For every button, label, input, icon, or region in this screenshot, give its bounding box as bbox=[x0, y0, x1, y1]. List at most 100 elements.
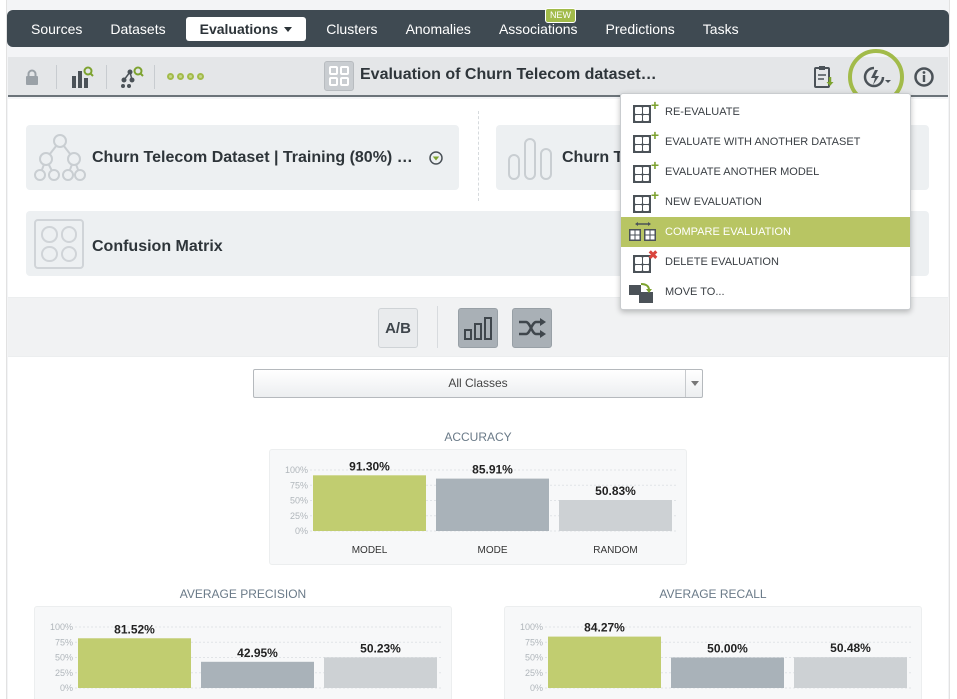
new-badge: NEW bbox=[544, 7, 576, 23]
menu-item-label: DELETE EVALUATION bbox=[665, 256, 779, 268]
dataset-card[interactable]: Churn Telecom Dataset | Training (80%) … bbox=[26, 125, 459, 190]
menu-item-evaluate-another-model[interactable]: + EVALUATE ANOTHER MODEL bbox=[621, 157, 910, 187]
data-label: 91.30% bbox=[349, 459, 390, 473]
actions-dropdown-menu: + RE-EVALUATE + EVALUATE WITH ANOTHER DA… bbox=[620, 93, 911, 310]
bar-mode bbox=[436, 478, 549, 531]
accuracy-chart-svg: 100% 75% 50% 25% 0% 91.30% MODEL 85.91% MODE 50.8… bbox=[285, 459, 678, 556]
data-label: 84.27% bbox=[584, 621, 625, 635]
menu-item-label: COMPARE EVALUATION bbox=[665, 226, 791, 238]
re-evaluate-icon: + bbox=[633, 98, 659, 123]
dataset-tree-icon bbox=[34, 134, 86, 181]
confusion-matrix-icon bbox=[34, 219, 84, 269]
dataset-card-title: Churn Telecom Dataset | Training (80%) … bbox=[92, 149, 413, 166]
nav-anomalies[interactable]: Anomalies bbox=[405, 20, 471, 37]
data-label: 85.91% bbox=[472, 463, 513, 477]
y-tick-label: 75% bbox=[55, 637, 73, 647]
shuffle-icon bbox=[519, 318, 546, 338]
menu-item-compare-evaluation[interactable]: COMPARE EVALUATION bbox=[621, 217, 910, 247]
bar-chart-search-icon[interactable] bbox=[70, 65, 94, 89]
y-tick-label: 25% bbox=[525, 668, 543, 678]
chevron-down-circle-icon[interactable] bbox=[429, 151, 443, 165]
precision-chart-svg: 100%75%50%25%0%81.52%MODEL42.95%MODE50.2… bbox=[50, 622, 443, 693]
menu-item-re-evaluate[interactable]: + RE-EVALUATE bbox=[621, 97, 910, 127]
menu-item-new-evaluation[interactable]: + NEW EVALUATION bbox=[621, 187, 910, 217]
toolbar-divider bbox=[106, 65, 107, 89]
precision-chart-title: AVERAGE PRECISION bbox=[179, 587, 307, 601]
accuracy-chart: 100% 75% 50% 25% 0% 91.30% MODEL 85.91% MODE 50.8… bbox=[269, 449, 687, 565]
ab-compare-button[interactable]: A/B bbox=[378, 308, 418, 348]
nav-datasets[interactable]: Datasets bbox=[110, 20, 166, 37]
y-tick-label: 0% bbox=[295, 526, 308, 536]
bar-mode bbox=[671, 657, 784, 688]
y-tick-label: 50% bbox=[290, 496, 308, 506]
recall-chart: 100%75%50%25%0%84.27%MODEL50.00%MODE50.4… bbox=[504, 606, 922, 699]
nav-sources[interactable]: Sources bbox=[31, 20, 83, 37]
new-evaluation-icon: + bbox=[633, 188, 659, 213]
y-tick-label: 100% bbox=[50, 622, 73, 632]
y-tick-label: 75% bbox=[290, 480, 308, 490]
menu-item-label: EVALUATE ANOTHER MODEL bbox=[665, 166, 820, 178]
nav-clusters[interactable]: Clusters bbox=[326, 20, 378, 37]
data-label: 50.00% bbox=[707, 642, 748, 656]
menu-item-label: MOVE TO... bbox=[665, 286, 725, 298]
accuracy-chart-title: ACCURACY bbox=[444, 430, 512, 444]
menu-item-delete-evaluation[interactable]: ✖ DELETE EVALUATION bbox=[621, 247, 910, 277]
menu-item-label: EVALUATE WITH ANOTHER DATASET bbox=[665, 136, 861, 148]
data-label: 50.83% bbox=[595, 484, 636, 498]
category-label: MODEL bbox=[352, 545, 388, 556]
delete-evaluation-icon: ✖ bbox=[633, 249, 658, 273]
lock-icon[interactable] bbox=[20, 65, 44, 89]
evaluate-model-icon: + bbox=[633, 158, 659, 183]
category-label: RANDOM bbox=[593, 545, 637, 556]
data-label: 50.48% bbox=[830, 641, 871, 655]
bar-model bbox=[78, 638, 191, 688]
nav-tasks[interactable]: Tasks bbox=[702, 20, 739, 37]
confusion-matrix-title: Confusion Matrix bbox=[92, 238, 223, 255]
bar-chart-view-button[interactable] bbox=[458, 308, 498, 348]
more-options-icon[interactable] bbox=[167, 73, 204, 80]
menu-item-evaluate-another-dataset[interactable]: + EVALUATE WITH ANOTHER DATASET bbox=[621, 127, 910, 157]
tree-search-icon[interactable] bbox=[120, 65, 144, 89]
top-nav: Sources Datasets Evaluations Clusters An… bbox=[7, 7, 949, 47]
y-tick-label: 50% bbox=[55, 653, 73, 663]
data-label: 42.95% bbox=[237, 646, 278, 660]
y-tick-label: 50% bbox=[525, 653, 543, 663]
precision-chart: 100%75%50%25%0%81.52%MODEL42.95%MODE50.2… bbox=[34, 606, 452, 699]
ab-label: A/B bbox=[385, 319, 411, 337]
bar-chart-icon bbox=[464, 317, 492, 340]
menu-item-move-to[interactable]: MOVE TO... bbox=[621, 277, 910, 307]
toolbar-divider bbox=[154, 65, 155, 89]
menu-item-label: NEW EVALUATION bbox=[665, 196, 762, 208]
nav-predictions[interactable]: Predictions bbox=[605, 20, 675, 37]
card-divider bbox=[478, 111, 479, 201]
nav-associations-label: Associations bbox=[498, 20, 578, 37]
nav-evaluations-label: Evaluations bbox=[199, 20, 279, 37]
y-tick-label: 100% bbox=[285, 465, 308, 475]
nav-associations[interactable]: Associations NEW bbox=[485, 7, 592, 41]
nav-evaluations[interactable]: Evaluations bbox=[185, 16, 307, 41]
y-tick-label: 75% bbox=[525, 637, 543, 647]
class-select[interactable]: All Classes bbox=[253, 369, 703, 398]
move-to-icon bbox=[629, 281, 655, 303]
menu-item-label: RE-EVALUATE bbox=[665, 106, 740, 118]
model-bars-icon bbox=[508, 138, 552, 180]
page-title: Evaluation of Churn Telecom dataset… bbox=[360, 66, 657, 83]
bar-mode bbox=[201, 661, 314, 688]
data-label: 81.52% bbox=[114, 622, 155, 636]
bar-random bbox=[324, 657, 437, 688]
clipboard-download-icon[interactable] bbox=[812, 65, 836, 89]
y-tick-label: 0% bbox=[530, 683, 543, 693]
evaluate-dataset-icon: + bbox=[633, 128, 659, 153]
chevron-down-icon bbox=[685, 370, 702, 397]
evaluation-icon bbox=[324, 61, 354, 91]
info-icon[interactable] bbox=[912, 65, 936, 89]
selector-divider bbox=[437, 306, 438, 348]
y-tick-label: 0% bbox=[60, 683, 73, 693]
y-tick-label: 25% bbox=[55, 668, 73, 678]
chevron-down-icon bbox=[284, 27, 293, 33]
recall-chart-title: AVERAGE RECALL bbox=[659, 587, 767, 601]
shuffle-view-button[interactable] bbox=[512, 308, 552, 348]
category-label: MODE bbox=[478, 545, 508, 556]
y-tick-label: 100% bbox=[520, 622, 543, 632]
bar-model bbox=[313, 475, 426, 531]
